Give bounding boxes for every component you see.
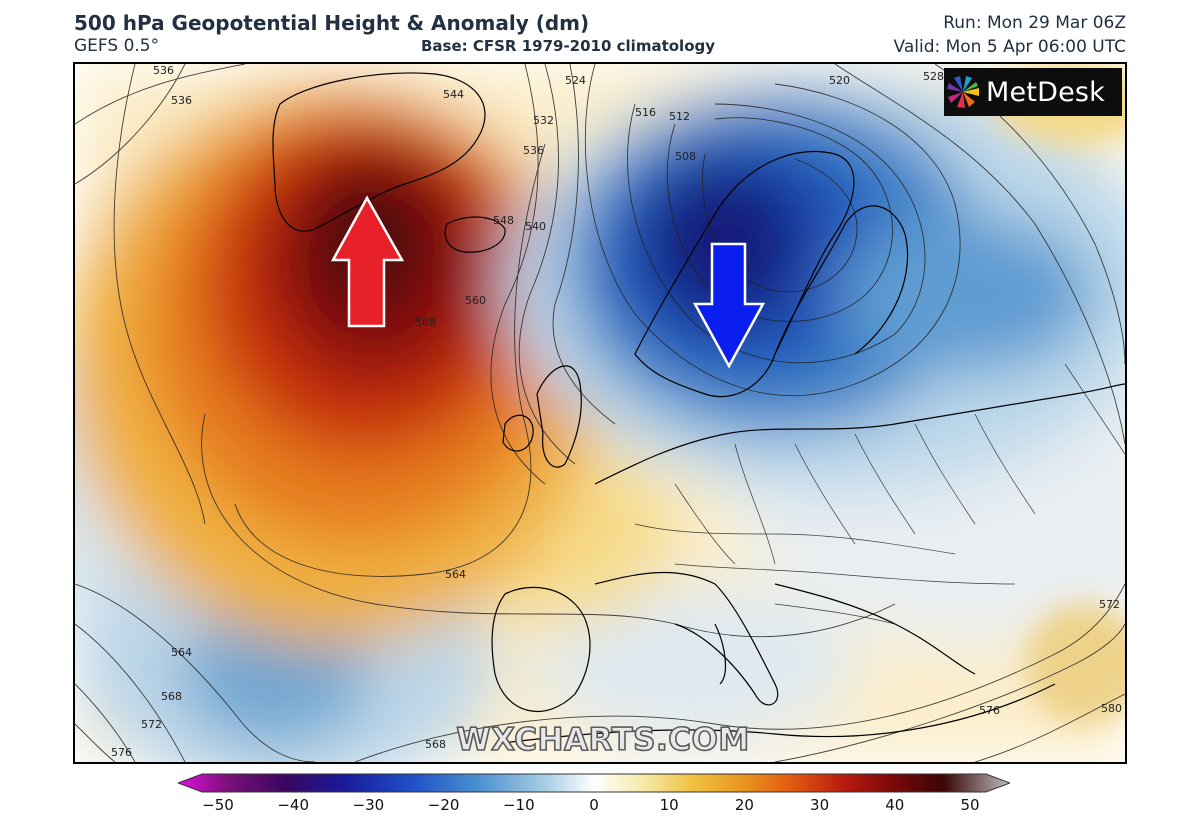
contour-label: 576 [111, 746, 132, 759]
country-borders [634, 363, 1125, 625]
coastlines [272, 72, 1125, 745]
positive-anomaly-arrow [330, 195, 405, 328]
contour-label: 536 [153, 64, 174, 77]
colorbar-tick-label: 40 [885, 796, 905, 814]
watermark: WXCHARTS.COM [456, 721, 750, 759]
colorbar-tick-label: −30 [352, 796, 385, 814]
climatology-base-label: Base: CFSR 1979-2010 climatology [421, 37, 716, 55]
contour-label: 548 [493, 214, 514, 227]
metdesk-logo: MetDesk [944, 68, 1122, 116]
contour-label: 516 [635, 106, 656, 119]
metdesk-logo-text: MetDesk [986, 76, 1105, 108]
height-contours [75, 64, 1125, 762]
colorbar-tick-label: 30 [810, 796, 830, 814]
anomaly-field [75, 64, 1125, 762]
contour-label: 540 [525, 220, 546, 233]
run-time-label: Run: Mon 29 Mar 06Z [943, 13, 1126, 33]
colorbar [178, 773, 1010, 793]
chart-title: 500 hPa Geopotential Height & Anomaly (d… [74, 11, 590, 35]
contour-label: 568 [161, 690, 182, 703]
colorbar-tick-label: −20 [427, 796, 460, 814]
contour-label: 572 [141, 718, 162, 731]
contour-label: 536 [523, 144, 544, 157]
anomaly-map: 536 536 544 532 536 524 520 516 512 508 … [73, 62, 1127, 764]
colorbar-tick-label: 50 [960, 796, 980, 814]
colorbar-tick-label: −40 [277, 796, 310, 814]
model-label: GEFS 0.5° [74, 36, 160, 56]
contour-label: 524 [565, 74, 586, 87]
colorbar-tick-label: 20 [734, 796, 754, 814]
contour-label: 532 [533, 114, 554, 127]
colorbar-tick-label: 10 [659, 796, 679, 814]
colorbar-tick-label: −10 [502, 796, 535, 814]
colorbar-tick-label: 0 [589, 796, 599, 814]
valid-time-label: Valid: Mon 5 Apr 06:00 UTC [893, 37, 1126, 57]
contour-label: 580 [1101, 702, 1122, 715]
contour-label: 544 [443, 88, 464, 101]
metdesk-logo-icon [947, 76, 979, 108]
contour-label: 536 [171, 94, 192, 107]
colorbar-tick-label: −50 [202, 796, 234, 814]
contour-label: 564 [445, 568, 466, 581]
negative-anomaly-arrow [692, 242, 766, 369]
contour-label: 568 [415, 316, 436, 329]
contour-label: 568 [425, 738, 446, 751]
contour-label: 508 [675, 150, 696, 163]
contour-labels: 536 536 544 532 536 524 520 516 512 508 … [111, 64, 1122, 759]
contour-label: 512 [669, 110, 690, 123]
contour-label: 560 [465, 294, 486, 307]
contour-label: 528 [923, 70, 944, 83]
contour-label: 572 [1099, 598, 1120, 611]
contour-label: 564 [171, 646, 192, 659]
contour-label: 520 [829, 74, 850, 87]
